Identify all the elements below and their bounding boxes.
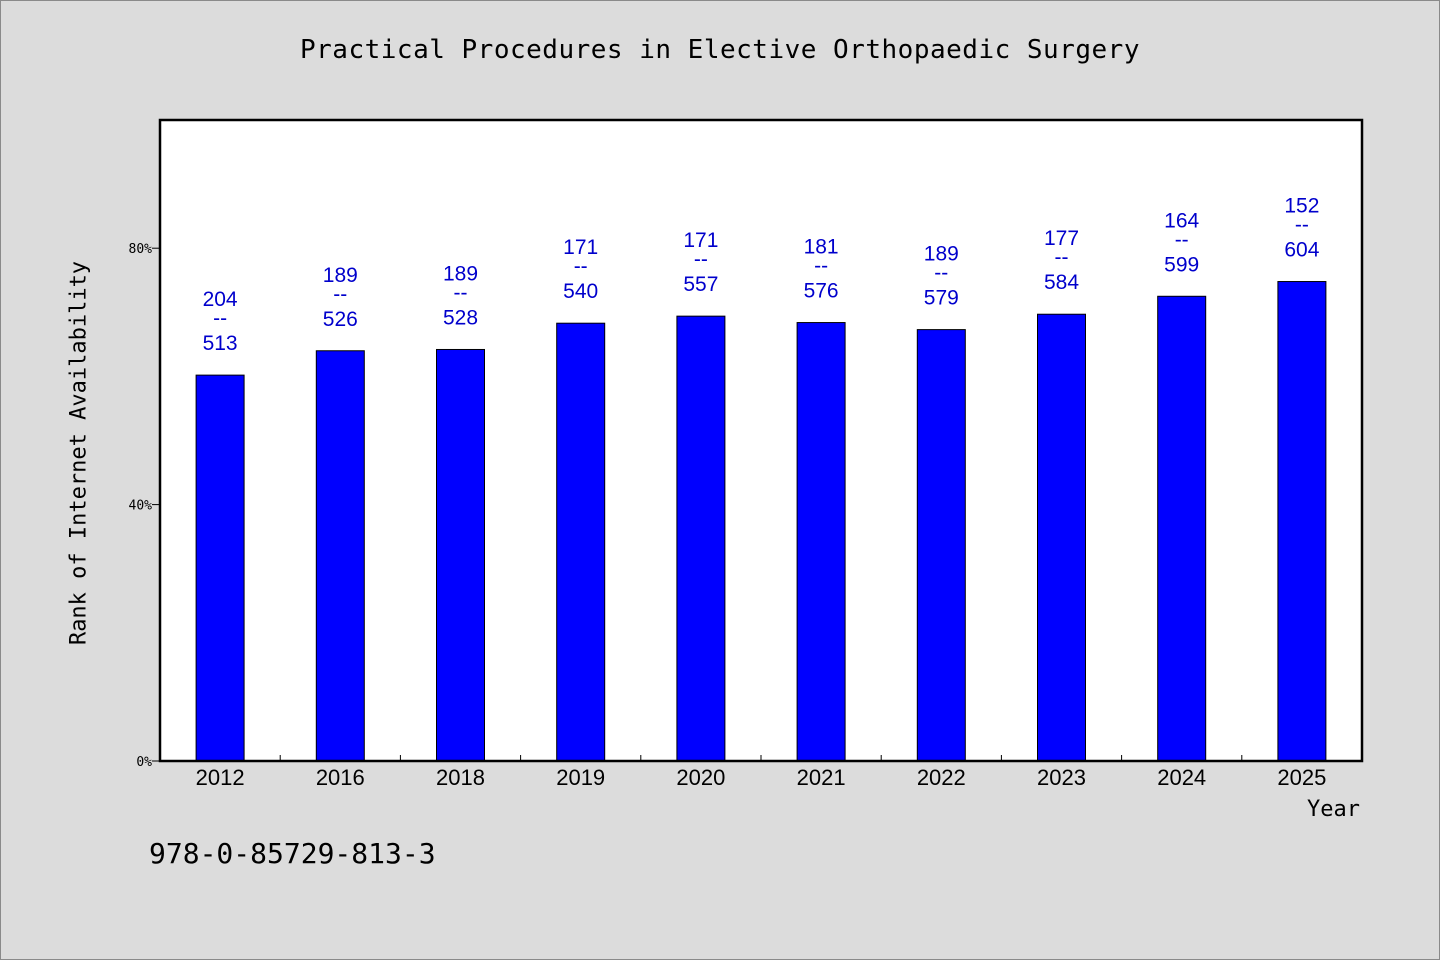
- data-label-separator: --: [333, 283, 347, 306]
- data-label-bottom: 604: [1284, 239, 1319, 262]
- data-label-bottom: 513: [203, 332, 238, 355]
- data-label-top: 177: [1044, 227, 1079, 250]
- x-tick-label: 2020: [676, 765, 725, 790]
- bars: [195, 281, 1327, 762]
- x-tick-label: 2024: [1157, 765, 1206, 790]
- y-tick-label: 80%: [129, 242, 153, 257]
- data-label-bottom: 584: [1044, 271, 1079, 294]
- bar-2022: [916, 329, 966, 762]
- x-tick-label: 2012: [196, 765, 245, 790]
- data-label-top: 189: [323, 264, 358, 287]
- data-labels: 204--513189--526189--528171--540171--557…: [203, 195, 1320, 356]
- bar-2023: [1037, 313, 1086, 762]
- chart-title: Practical Procedures in Elective Orthopa…: [300, 35, 1140, 65]
- data-label-top: 204: [203, 288, 238, 311]
- data-label-bottom: 579: [924, 287, 959, 310]
- data-label-top: 181: [804, 236, 839, 259]
- x-tick-label: 2022: [917, 765, 966, 790]
- data-label-top: 164: [1164, 209, 1199, 232]
- x-tick-label: 2018: [436, 765, 485, 790]
- data-label-separator: --: [1175, 228, 1189, 251]
- bar-2018: [436, 348, 485, 762]
- y-axis-ticks: 0% 40% 80%: [129, 242, 160, 770]
- isbn-text: 978-0-85729-813-3: [149, 837, 436, 870]
- data-label-bottom: 599: [1164, 253, 1199, 276]
- x-tick-label: 2025: [1277, 765, 1326, 790]
- data-label-bottom: 557: [683, 273, 718, 296]
- x-tick-label: 2021: [797, 765, 846, 790]
- data-label-separator: --: [454, 281, 468, 304]
- data-label-bottom: 526: [323, 308, 358, 331]
- data-label-bottom: 576: [804, 280, 839, 303]
- data-label-top: 171: [563, 236, 598, 259]
- y-tick-label: 40%: [129, 499, 153, 514]
- data-label-top: 171: [683, 229, 718, 252]
- category-labels: 2012 2016 2018 2019 2020 2021 2022 2023 2024 2025: [196, 765, 1327, 790]
- x-axis-label: Year: [1307, 797, 1360, 822]
- data-label-top: 189: [443, 262, 478, 285]
- plot-border: [158, 118, 1364, 763]
- bar-2025: [1277, 281, 1327, 762]
- bar-2020: [676, 315, 726, 762]
- x-tick-label: 2019: [556, 765, 605, 790]
- data-label-separator: --: [694, 248, 708, 271]
- x-tick-label: 2016: [316, 765, 365, 790]
- data-label-separator: --: [934, 262, 948, 285]
- data-label-top: 152: [1284, 195, 1319, 218]
- y-tick-label: 0%: [136, 755, 152, 770]
- data-label-separator: --: [574, 255, 588, 278]
- bar-2021: [796, 322, 846, 762]
- x-tick-label: 2023: [1037, 765, 1086, 790]
- data-label-separator: --: [213, 307, 227, 330]
- bar-2024: [1157, 295, 1207, 762]
- data-label-top: 189: [924, 243, 959, 266]
- data-label-bottom: 528: [443, 306, 478, 329]
- data-label-bottom: 540: [563, 280, 598, 303]
- data-label-separator: --: [1055, 246, 1069, 269]
- data-label-separator: --: [1295, 214, 1309, 237]
- bar-2016: [315, 350, 365, 762]
- bar-2019: [556, 322, 606, 762]
- bar-2012: [195, 374, 245, 762]
- data-label-separator: --: [814, 255, 828, 278]
